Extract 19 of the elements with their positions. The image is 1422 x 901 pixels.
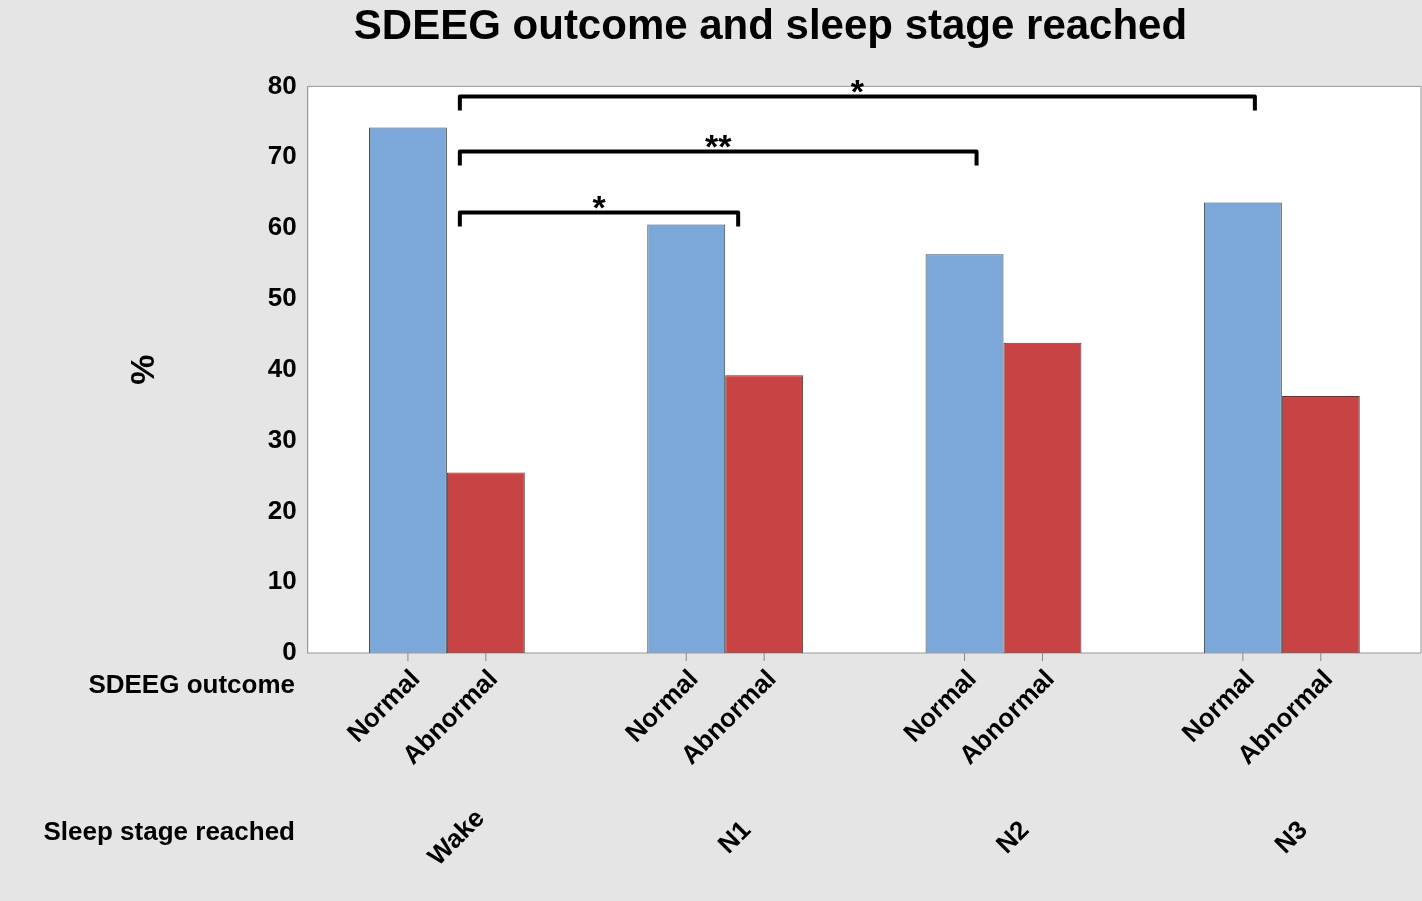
y-tick-label: 30 [267,423,297,454]
chart-title: SDEEG outcome and sleep stage reached [353,0,1188,48]
y-tick-label: 40 [267,352,297,383]
y-tick-label: 0 [282,636,297,667]
x-axis-title: Sleep stage reached [43,816,295,847]
annotation: * [850,71,865,110]
y-tick-label: 50 [267,282,297,313]
y-tick-label: 60 [267,211,297,242]
legend-title: SDEEG outcome [88,669,295,700]
y-tick-label: 80 [267,69,297,100]
y-axis-title: % [122,354,161,385]
x-tick-label: N3 [1268,814,1313,860]
x-tick-label: N2 [989,814,1035,860]
x-tick-label: N1 [711,814,757,860]
annotation: ** [704,126,733,165]
y-tick-label: 10 [267,565,297,596]
y-tick-label: 20 [267,494,297,525]
y-tick-label: 70 [267,140,297,171]
annotation: * [592,187,607,226]
